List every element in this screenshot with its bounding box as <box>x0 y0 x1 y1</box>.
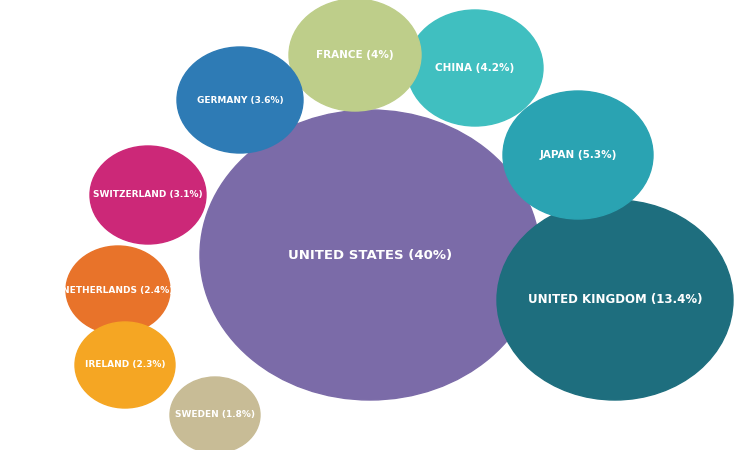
Ellipse shape <box>177 47 303 153</box>
Ellipse shape <box>66 246 170 334</box>
Text: CHINA (4.2%): CHINA (4.2%) <box>435 63 515 73</box>
Ellipse shape <box>503 91 653 219</box>
Ellipse shape <box>497 200 733 400</box>
Ellipse shape <box>289 0 421 111</box>
Text: NETHERLANDS (2.4%): NETHERLANDS (2.4%) <box>62 285 174 294</box>
Text: UNITED KINGDOM (13.4%): UNITED KINGDOM (13.4%) <box>528 293 702 306</box>
Ellipse shape <box>90 146 206 244</box>
Text: UNITED STATES (40%): UNITED STATES (40%) <box>288 248 452 261</box>
Text: SWITZERLAND (3.1%): SWITZERLAND (3.1%) <box>93 190 203 199</box>
Text: GERMANY (3.6%): GERMANY (3.6%) <box>197 95 284 104</box>
Text: FRANCE (4%): FRANCE (4%) <box>316 50 394 60</box>
Text: JAPAN (5.3%): JAPAN (5.3%) <box>539 150 617 160</box>
Text: IRELAND (2.3%): IRELAND (2.3%) <box>85 360 166 369</box>
Ellipse shape <box>170 377 260 450</box>
Ellipse shape <box>407 10 543 126</box>
Ellipse shape <box>75 322 175 408</box>
Ellipse shape <box>200 110 540 400</box>
Text: SWEDEN (1.8%): SWEDEN (1.8%) <box>175 410 255 419</box>
